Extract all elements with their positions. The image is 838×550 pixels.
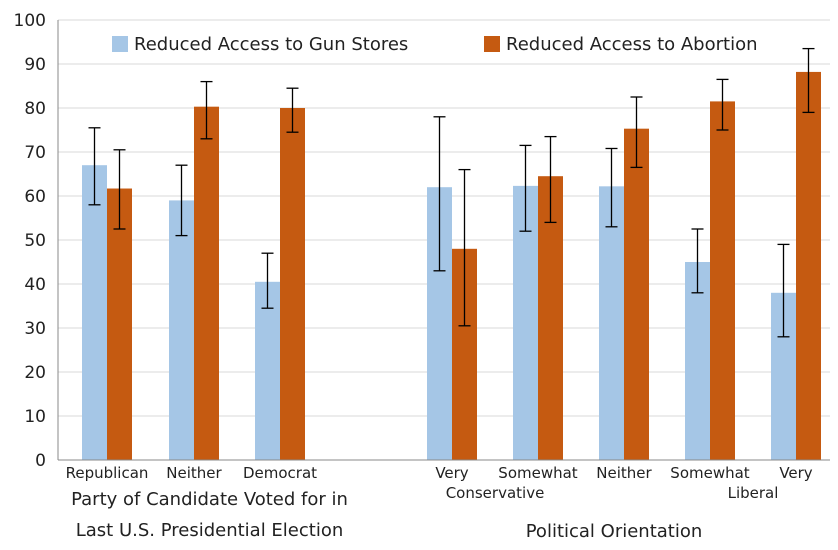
y-tick-label: 80	[24, 99, 46, 119]
bar	[710, 101, 735, 461]
bar	[599, 186, 624, 460]
x-tick-label: Democrat	[243, 464, 317, 482]
x-tick-label: Somewhat	[498, 464, 578, 482]
y-tick-label: 0	[35, 451, 46, 471]
legend-label: Reduced Access to Gun Stores	[134, 34, 408, 55]
bar	[194, 106, 219, 461]
axes	[57, 20, 830, 461]
bar	[255, 281, 280, 460]
bar	[107, 188, 132, 460]
bar	[624, 128, 649, 460]
bar	[82, 165, 107, 460]
y-tick-label: 50	[24, 231, 46, 251]
bar	[280, 108, 305, 460]
y-tick-label: 20	[24, 363, 46, 383]
x-tick-label: Very	[779, 464, 812, 482]
legend: Reduced Access to Gun Stores Reduced Acce…	[112, 34, 758, 55]
legend-swatch	[484, 36, 500, 52]
x-tick-label: Neither	[596, 464, 652, 482]
legend-swatch	[112, 36, 128, 52]
x-tick-label: Very	[435, 464, 468, 482]
y-tick-label: 40	[24, 275, 46, 295]
bar	[169, 200, 194, 460]
bar	[538, 176, 563, 460]
group-label: Party of Candidate Voted for in	[71, 489, 348, 510]
labels: 0 10 20 30 40 50 60 70 80 90 100 Republican Neither D…	[14, 11, 813, 542]
y-tick-label: 60	[24, 187, 46, 207]
x-tick-label: Republican	[66, 464, 149, 482]
x-tick-label: Somewhat	[670, 464, 750, 482]
x-tick-label: Neither	[166, 464, 222, 482]
group-label: Political Orientation	[526, 521, 703, 542]
y-tick-label: 90	[24, 55, 46, 75]
y-tick-label: 70	[24, 143, 46, 163]
legend-label: Reduced Access to Abortion	[506, 34, 758, 55]
bar	[796, 71, 821, 461]
x-tick-sublabel: Liberal	[728, 484, 779, 502]
bars	[82, 71, 821, 461]
error-bars	[88, 47, 815, 338]
group-label: Last U.S. Presidential Election	[76, 520, 344, 541]
y-tick-label: 10	[24, 407, 46, 427]
x-tick-sublabel: Conservative	[446, 484, 545, 502]
y-tick-label: 30	[24, 319, 46, 339]
bar	[685, 262, 710, 460]
y-tick-label: 100	[14, 11, 46, 31]
